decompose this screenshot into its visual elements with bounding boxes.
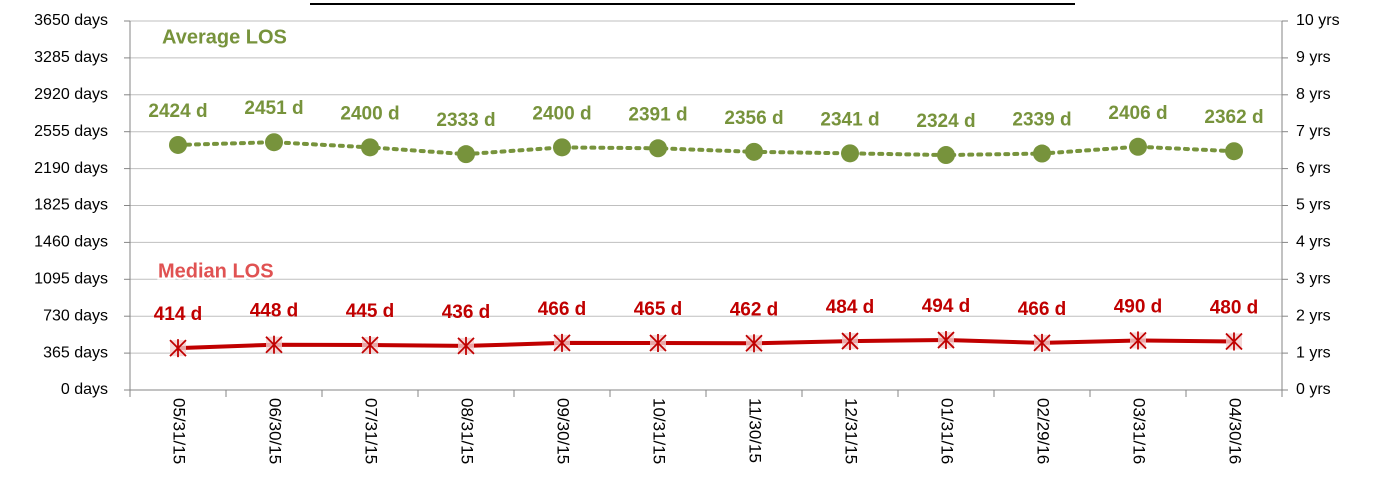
y2-tick-label: 1 yrs: [1296, 344, 1331, 361]
y-tick-label: 3650 days: [34, 12, 108, 29]
y-tick-label: 365 days: [43, 344, 108, 361]
series-line: [176, 338, 1236, 351]
data-label: 2324 d: [916, 111, 975, 132]
y-tick-label: 730 days: [43, 307, 108, 324]
marker: [169, 339, 187, 358]
y2-tick-label: 0 yrs: [1296, 381, 1331, 398]
data-label: 466 d: [1018, 299, 1067, 320]
x-tick-label: 04/30/16: [1226, 398, 1245, 464]
marker: [457, 145, 475, 164]
y-tick-label: 1825 days: [34, 197, 108, 214]
marker: [841, 332, 859, 351]
marker: [649, 139, 667, 158]
series-name: Average LOS: [162, 26, 287, 48]
x-tick-label: 10/31/15: [650, 398, 669, 464]
marker: [1129, 137, 1147, 156]
x-tick-label: 01/31/16: [938, 398, 957, 464]
y2-tick-label: 8 yrs: [1296, 86, 1331, 103]
data-label: 2400 d: [340, 103, 399, 124]
marker: [1225, 332, 1243, 351]
data-label: 2333 d: [436, 110, 495, 131]
marker: [937, 146, 955, 165]
series-name: Median LOS: [158, 260, 274, 282]
data-label: 414 d: [154, 304, 203, 325]
marker: [1225, 142, 1243, 161]
y-tick-label: 1095 days: [34, 271, 108, 288]
y-tick-label: 2555 days: [34, 123, 108, 140]
marker: [649, 333, 667, 352]
marker: [1033, 144, 1051, 163]
x-tick-label: 09/30/15: [554, 398, 573, 464]
y2-tick-label: 7 yrs: [1296, 123, 1331, 140]
y-tick-label: 2190 days: [34, 160, 108, 177]
data-label: 2391 d: [628, 104, 687, 125]
y2-tick-label: 2 yrs: [1296, 307, 1331, 324]
x-tick-label: 11/30/15: [746, 398, 765, 463]
y-tick-label: 2920 days: [34, 86, 108, 103]
x-tick-label: 07/31/15: [362, 398, 381, 464]
data-label: 484 d: [826, 297, 875, 318]
x-tick-label: 05/31/15: [170, 398, 189, 464]
y2-tick-label: 9 yrs: [1296, 49, 1331, 66]
marker: [841, 144, 859, 163]
data-label: 2339 d: [1012, 110, 1071, 131]
data-label: 2400 d: [532, 103, 591, 124]
data-label: 466 d: [538, 299, 587, 320]
marker: [745, 334, 763, 353]
y2-tick-label: 4 yrs: [1296, 234, 1331, 251]
y-tick-label: 0 days: [61, 381, 108, 398]
marker: [937, 331, 955, 350]
marker: [265, 335, 283, 354]
y2-tick-label: 10 yrs: [1296, 12, 1340, 29]
marker: [553, 333, 571, 352]
data-label: 2362 d: [1204, 107, 1263, 128]
data-label: 2341 d: [820, 109, 879, 130]
marker: [169, 135, 187, 154]
marker: [265, 133, 283, 152]
data-label: 462 d: [730, 299, 779, 320]
data-label: 2406 d: [1108, 103, 1167, 124]
data-label: 2451 d: [244, 98, 303, 119]
data-label: 465 d: [634, 299, 683, 320]
data-label: 448 d: [250, 301, 299, 322]
marker: [361, 336, 379, 355]
y-tick-label: 1460 days: [34, 234, 108, 251]
y2-tick-label: 3 yrs: [1296, 271, 1331, 288]
marker: [1033, 333, 1051, 352]
x-tick-label: 06/30/15: [266, 398, 285, 464]
marker: [1129, 331, 1147, 350]
marker: [457, 336, 475, 355]
x-tick-label: 08/31/15: [458, 398, 477, 464]
marker: [553, 138, 571, 157]
x-tick-label: 03/31/16: [1130, 398, 1149, 464]
marker: [745, 142, 763, 161]
data-label: 494 d: [922, 296, 971, 317]
data-label: 445 d: [346, 301, 395, 322]
series-line: [176, 140, 1236, 158]
marker: [361, 138, 379, 157]
data-label: 2424 d: [148, 101, 207, 122]
data-label: 480 d: [1210, 297, 1259, 318]
x-tick-label: 12/31/15: [842, 398, 861, 464]
data-label: 436 d: [442, 302, 491, 323]
x-tick-label: 02/29/16: [1034, 398, 1053, 464]
data-label: 490 d: [1114, 296, 1163, 317]
y2-tick-label: 6 yrs: [1296, 160, 1331, 177]
data-label: 2356 d: [724, 108, 783, 129]
y2-tick-label: 5 yrs: [1296, 197, 1331, 214]
y-tick-label: 3285 days: [34, 49, 108, 66]
